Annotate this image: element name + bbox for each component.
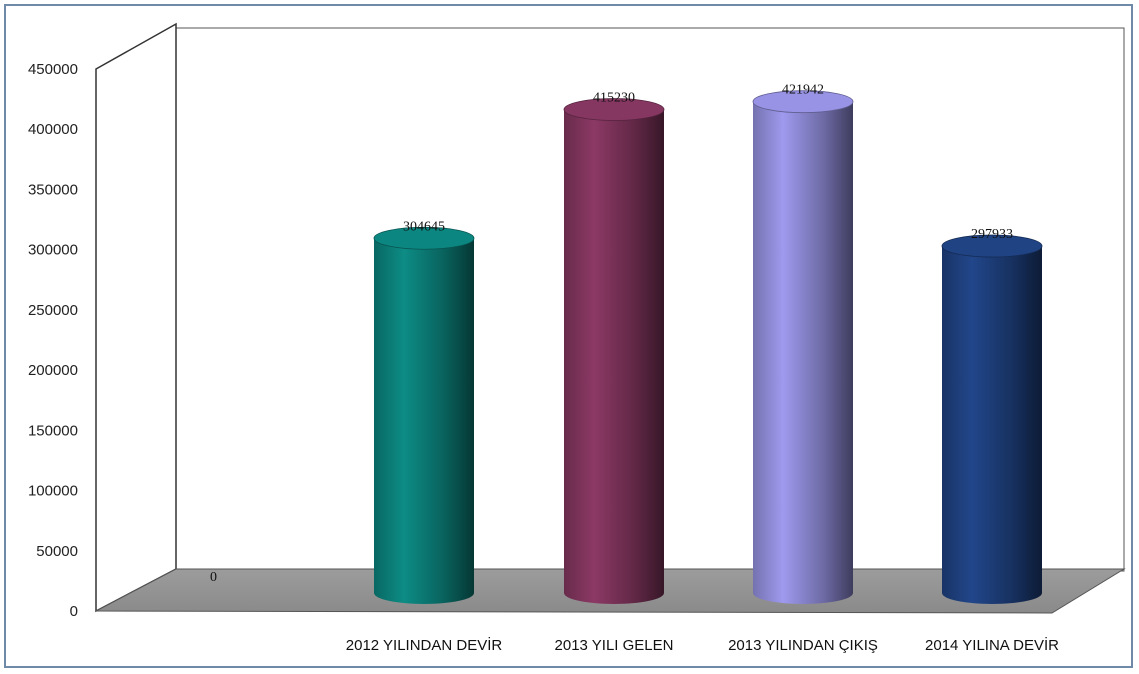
- x-tick-label: 2014 YILINA DEVİR: [925, 636, 1059, 654]
- y-tick-label: 400000: [28, 121, 78, 138]
- bar-body: [374, 238, 474, 605]
- data-label: 0: [210, 570, 217, 585]
- y-tick-label: 300000: [28, 242, 78, 259]
- data-label: 297933: [971, 227, 1013, 242]
- y-axis: 0 50000 100000 150000 200000 250000 300000 3500…: [28, 61, 78, 620]
- bar-top: [941, 234, 1043, 258]
- y-tick-label: 50000: [36, 543, 78, 560]
- x-tick-label: 2013 YILI GELEN: [555, 637, 674, 654]
- data-labels: 0 304645 415230 421942 297933: [210, 83, 1013, 585]
- bar-body: [753, 101, 853, 604]
- bars: [373, 90, 1043, 605]
- y-tick-label: 100000: [28, 483, 78, 500]
- y-tick-label: 0: [70, 603, 78, 620]
- y-tick-label: 150000: [28, 422, 78, 439]
- bar-top: [752, 90, 854, 114]
- bar-top: [373, 226, 475, 250]
- bar-body: [564, 109, 664, 604]
- y-tick-label: 250000: [28, 302, 78, 319]
- x-tick-label: 2013 YILINDAN ÇIKIŞ: [728, 637, 878, 654]
- y-tick-label: 200000: [28, 362, 78, 379]
- bar-body: [942, 246, 1042, 604]
- data-label: 421942: [782, 83, 824, 98]
- x-tick-label: 2012 YILINDAN DEVİR: [346, 636, 503, 654]
- x-axis: 2012 YILINDAN DEVİR 2013 YILI GELEN 2013 Y…: [346, 636, 1059, 654]
- y-tick-label: 350000: [28, 181, 78, 198]
- chart-frame: 0 50000 100000 150000 200000 250000 300000 3500…: [4, 4, 1133, 668]
- bar-chart: 0 50000 100000 150000 200000 250000 300000 3500…: [28, 22, 1126, 654]
- data-label: 304645: [403, 219, 445, 234]
- y-tick-label: 450000: [28, 61, 78, 78]
- bar-top: [563, 98, 665, 121]
- side-wall: [95, 22, 177, 613]
- data-label: 415230: [593, 90, 635, 105]
